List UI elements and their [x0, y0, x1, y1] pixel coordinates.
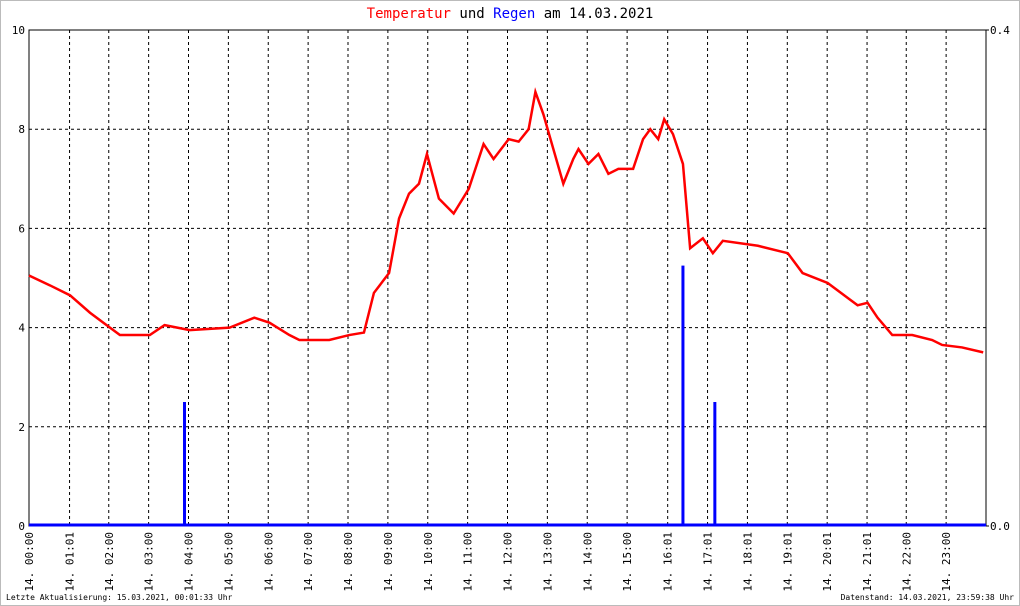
x-tick-label: 14. 13:00: [541, 532, 554, 592]
x-tick-label: 14. 07:00: [302, 532, 315, 592]
y2-tick-label: 0.4: [990, 24, 1010, 37]
footer-right: Datenstand: 14.03.2021, 23:59:38 Uhr: [841, 593, 1015, 602]
x-tick-label: 14. 21:01: [861, 532, 874, 592]
y-tick-label: 4: [18, 322, 25, 335]
footer-left: Letzte Aktualisierung: 15.03.2021, 00:01…: [6, 593, 233, 602]
x-tick-label: 14. 08:00: [342, 532, 355, 592]
y-tick-label: 10: [12, 24, 25, 37]
x-tick-label: 14. 10:00: [422, 532, 435, 592]
x-tick-label: 14. 23:00: [940, 532, 953, 592]
x-tick-label: 14. 03:00: [143, 532, 156, 592]
x-tick-label: 14. 16:01: [662, 532, 675, 592]
y-tick-label: 8: [18, 123, 25, 136]
x-tick-label: 14. 01:01: [64, 532, 77, 592]
x-tick-label: 14. 20:01: [821, 532, 834, 592]
x-tick-label: 14. 12:00: [502, 532, 515, 592]
title-suffix: am 14.03.2021: [544, 6, 654, 22]
x-tick-label: 14. 02:00: [103, 532, 116, 592]
rain-bar: [681, 265, 685, 526]
x-tick-label: 14. 17:01: [702, 532, 715, 592]
x-tick-label: 14. 14:00: [581, 532, 594, 592]
y-tick-label: 2: [18, 421, 25, 434]
title-series-1: Temperatur: [367, 6, 451, 22]
x-tick-label: 14. 00:00: [23, 532, 36, 592]
x-tick-label: 14. 11:00: [462, 532, 475, 592]
x-tick-label: 14. 22:00: [900, 532, 913, 592]
x-tick-label: 14. 05:00: [222, 532, 235, 592]
y-tick-label: 0: [18, 520, 25, 533]
rain-bar: [183, 402, 187, 526]
x-tick-label: 14. 19:01: [781, 532, 794, 592]
title-join: und: [459, 6, 484, 22]
x-tick-label: 14. 09:00: [382, 532, 395, 592]
title-series-2: Regen: [493, 6, 535, 22]
x-tick-label: 14. 04:00: [183, 532, 196, 592]
x-tick-label: 14. 18:01: [741, 532, 754, 592]
chart-title: Temperatur und Regen am 14.03.2021: [367, 6, 654, 22]
y2-tick-label: 0.0: [990, 520, 1010, 533]
rain-bar: [713, 402, 717, 526]
temperature-line: [28, 87, 984, 354]
x-tick-label: 14. 06:00: [262, 532, 275, 592]
x-tick-label: 14. 15:00: [621, 532, 634, 592]
y-tick-label: 6: [18, 222, 25, 235]
